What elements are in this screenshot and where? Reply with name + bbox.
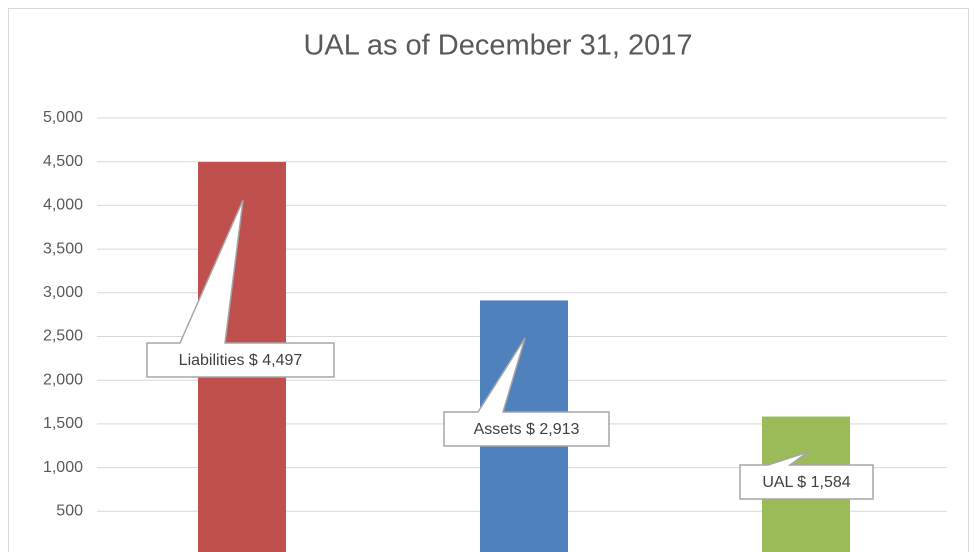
- y-tick-label: 1,000: [43, 459, 83, 476]
- y-tick-label: 4,000: [43, 197, 83, 214]
- chart-title: UAL as of December 31, 2017: [303, 30, 692, 62]
- y-tick-label: 3,000: [43, 284, 83, 301]
- data-label: UAL $ 1,584: [762, 474, 850, 491]
- y-tick-label: 500: [56, 503, 83, 520]
- callout-box: [739, 451, 874, 500]
- y-tick-label: 2,500: [43, 328, 83, 345]
- callout-box: [443, 337, 610, 447]
- y-tick-label: 4,500: [43, 153, 83, 170]
- y-tick-label: 5,000: [43, 109, 83, 126]
- y-tick-label: 2,000: [43, 371, 83, 388]
- data-label: Assets $ 2,913: [474, 421, 580, 438]
- y-tick-label: 3,500: [43, 240, 83, 257]
- callout-box: [146, 199, 335, 378]
- data-label: Liabilities $ 4,497: [179, 352, 303, 369]
- y-tick-label: 1,500: [43, 415, 83, 432]
